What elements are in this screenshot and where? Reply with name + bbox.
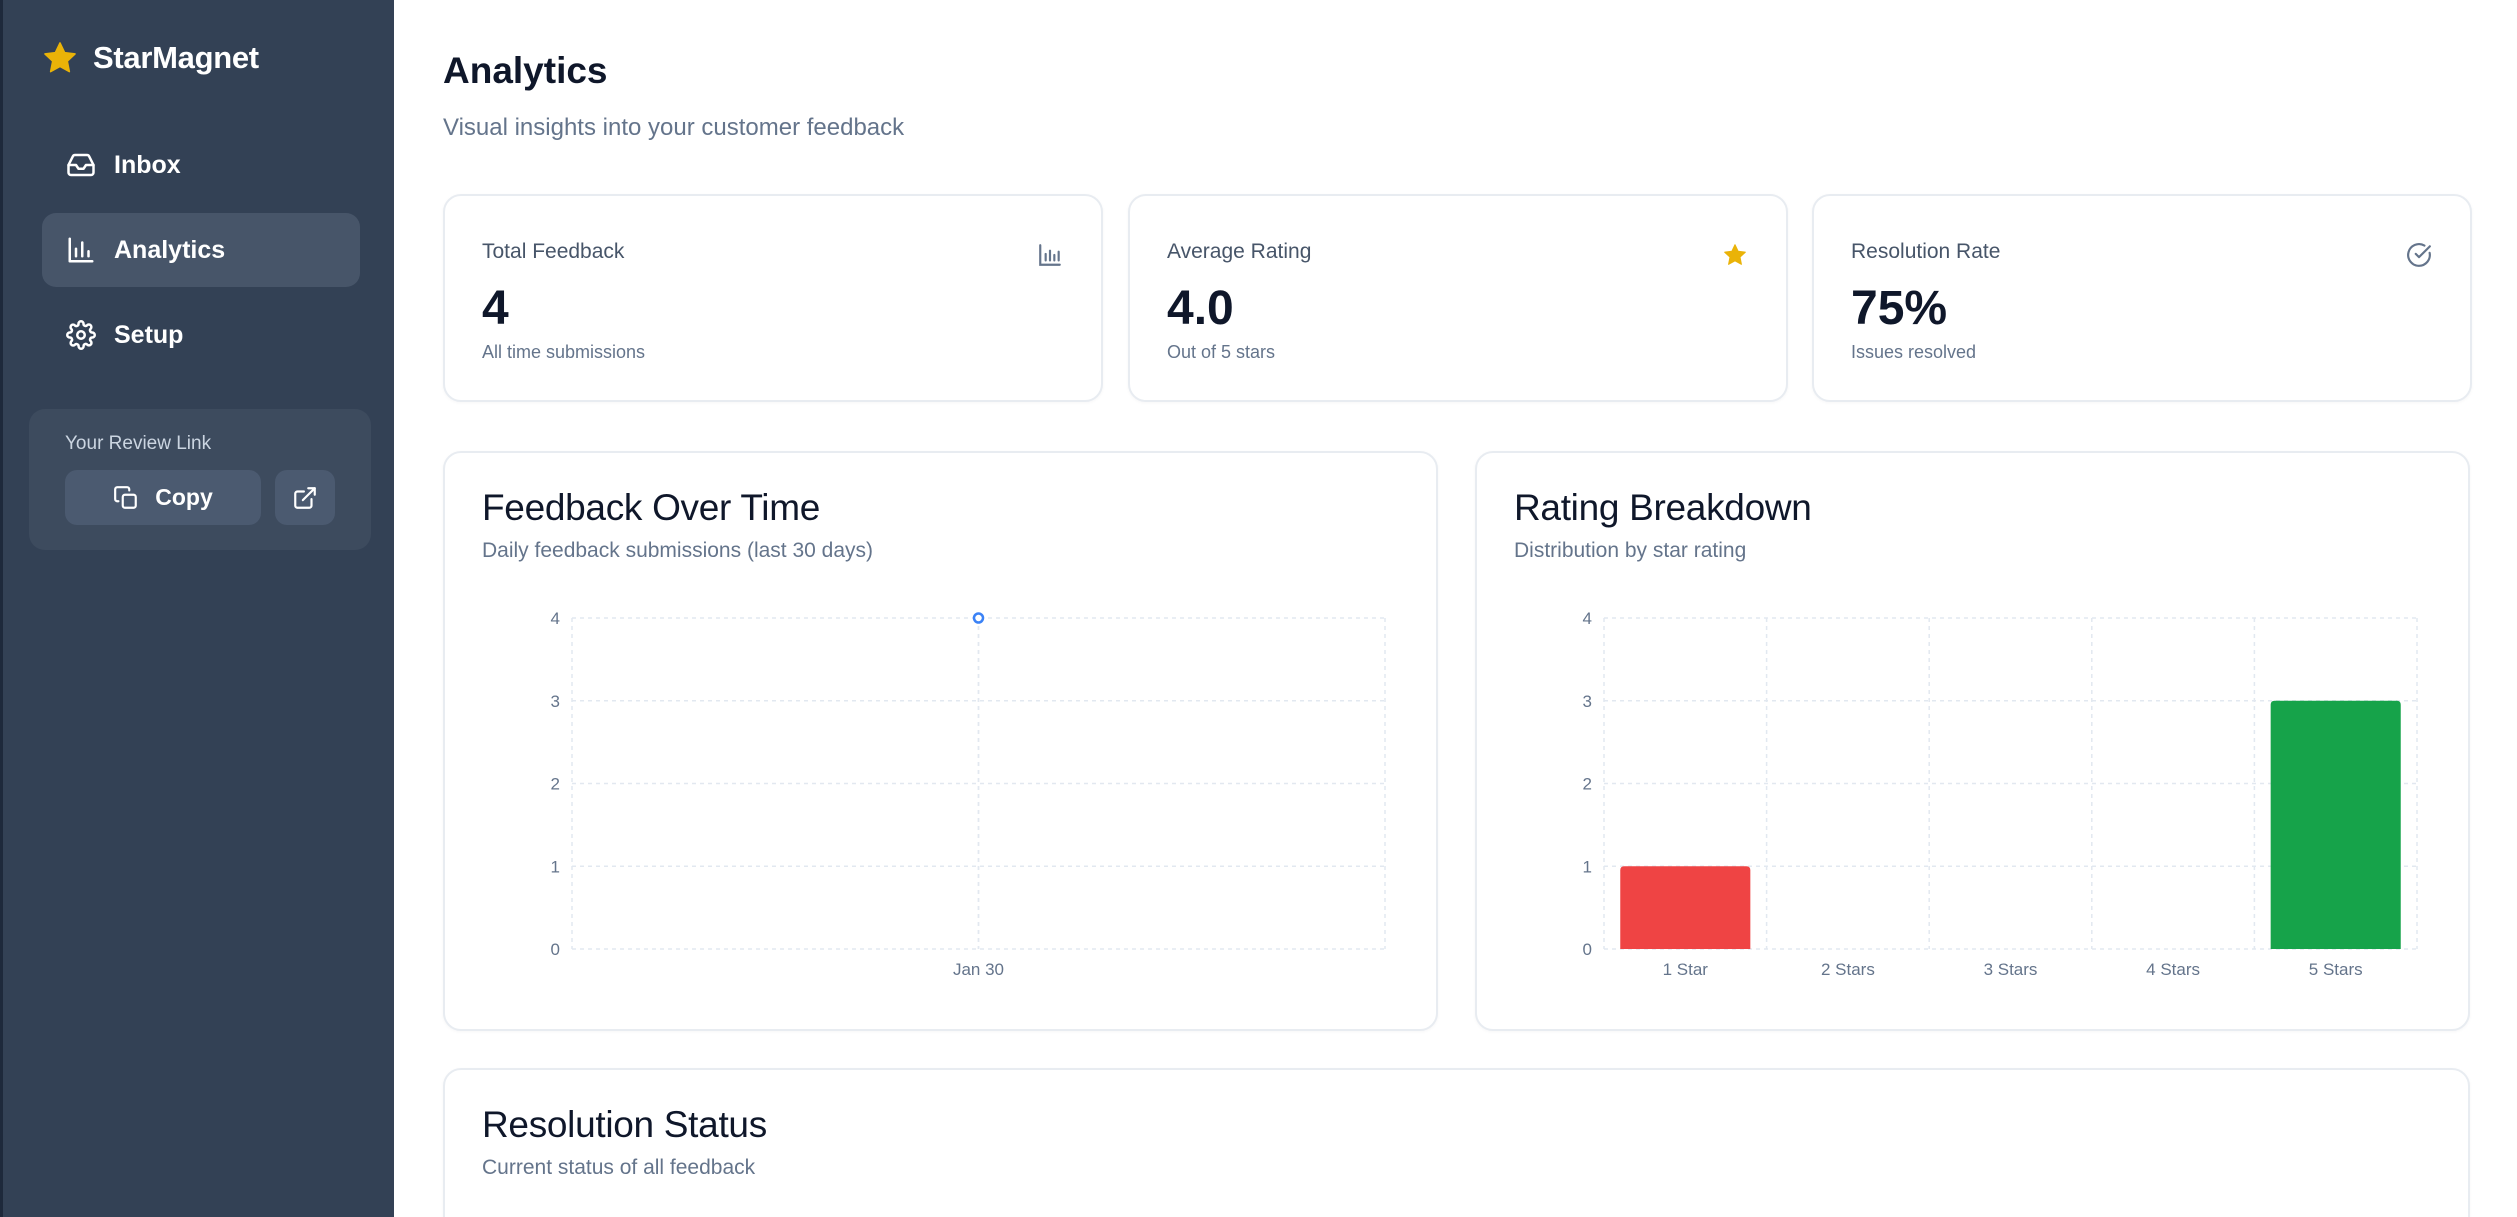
stat-value: 4.0: [1167, 282, 1234, 335]
panel-resolution-status: Resolution Status Current status of all …: [443, 1068, 2470, 1217]
sidebar: StarMagnet Inbox Analytics Setup Your Re…: [0, 0, 394, 1217]
stat-card-total-feedback: Total Feedback 4 All time submissions: [443, 194, 1103, 402]
y-tick-label: 3: [1583, 692, 1592, 711]
review-link-card: Your Review Link Copy: [29, 409, 371, 550]
stat-sub: All time submissions: [482, 342, 646, 362]
panel-title: Rating Breakdown: [1514, 487, 1812, 528]
panel-subtitle: Distribution by star rating: [1514, 539, 1747, 562]
sidebar-item-analytics[interactable]: Analytics: [42, 213, 360, 287]
rating-bar-chart: 0 1 2 3 4 1 Star 2 Stars 3 Stars 4 Stars 5 Stars: [1583, 609, 2418, 979]
star-icon: [1724, 244, 1746, 265]
x-tick-label: 1 Star: [1663, 960, 1709, 979]
stat-sub: Out of 5 stars: [1167, 342, 1276, 362]
bar-chart-icon: [1039, 244, 1061, 266]
star-icon: [44, 42, 76, 73]
check-circle-icon: [2407, 243, 2431, 267]
external-link-icon: [294, 486, 316, 509]
stat-label: Resolution Rate: [1851, 240, 2001, 263]
bar: [1620, 866, 1751, 949]
sidebar-item-label: Setup: [114, 320, 184, 349]
x-tick-label: 3 Stars: [1984, 960, 2038, 979]
x-tick-label: 4 Stars: [2146, 960, 2200, 979]
gear-icon: [66, 320, 96, 350]
panel-title: Resolution Status: [482, 1104, 767, 1145]
panel-subtitle: Current status of all feedback: [482, 1156, 756, 1179]
review-link-label: Your Review Link: [65, 433, 212, 454]
stat-value: 75%: [1851, 282, 1948, 335]
y-tick-label: 4: [551, 609, 560, 628]
stat-label: Total Feedback: [482, 240, 625, 263]
stat-card-resolution-rate: Resolution Rate 75% Issues resolved: [1812, 194, 2472, 402]
brand-name: StarMagnet: [93, 40, 259, 75]
page-title: Analytics: [443, 50, 608, 91]
y-tick-label: 1: [1583, 857, 1592, 876]
bar: [2270, 700, 2401, 949]
inbox-icon: [67, 153, 95, 177]
stat-value: 4: [482, 282, 509, 335]
page-subtitle: Visual insights into your customer feedb…: [443, 114, 905, 141]
y-tick-label: 0: [551, 940, 560, 959]
bar-chart-icon: [68, 237, 94, 263]
x-tick-label: 2 Stars: [1821, 960, 1875, 979]
y-tick-label: 1: [551, 857, 560, 876]
copy-button-label: Copy: [155, 484, 213, 510]
copy-link-button[interactable]: Copy: [65, 470, 261, 525]
y-tick-label: 3: [551, 692, 560, 711]
y-tick-label: 4: [1583, 609, 1592, 628]
open-link-button[interactable]: [275, 470, 335, 525]
sidebar-item-label: Analytics: [114, 235, 226, 264]
y-tick-label: 0: [1583, 940, 1592, 959]
x-tick-label: Jan 30: [953, 960, 1004, 979]
copy-icon: [114, 485, 138, 509]
y-tick-label: 2: [551, 775, 560, 794]
sidebar-item-setup[interactable]: Setup: [42, 298, 360, 372]
y-tick-label: 2: [1583, 775, 1592, 794]
x-tick-label: 5 Stars: [2309, 960, 2363, 979]
panel-subtitle: Daily feedback submissions (last 30 days…: [482, 539, 874, 562]
feedback-line-chart: 0 1 2 3 4 Jan 30: [551, 609, 1386, 979]
panel-title: Feedback Over Time: [482, 487, 821, 528]
stat-label: Average Rating: [1167, 240, 1312, 263]
panel-feedback-over-time: Feedback Over Time Daily feedback submis…: [443, 451, 1438, 1031]
stat-sub: Issues resolved: [1851, 342, 1977, 362]
sidebar-item-label: Inbox: [114, 150, 181, 179]
data-point: [972, 612, 985, 624]
stat-card-average-rating: Average Rating 4.0 Out of 5 stars: [1128, 194, 1788, 402]
panel-rating-breakdown: Rating Breakdown Distribution by star ra…: [1475, 451, 2470, 1031]
brand[interactable]: StarMagnet: [41, 36, 259, 80]
sidebar-item-inbox[interactable]: Inbox: [42, 128, 360, 202]
